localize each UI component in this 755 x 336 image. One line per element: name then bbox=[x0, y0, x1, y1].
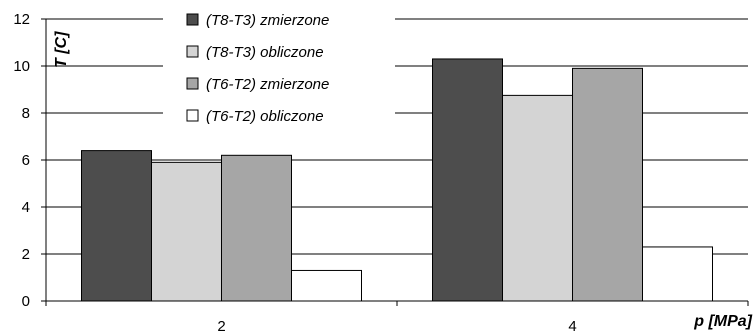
bar-series-0-cat-0 bbox=[81, 150, 152, 302]
axes bbox=[41, 18, 749, 306]
bar-series-3-cat-1 bbox=[642, 246, 713, 302]
bar-series-2-cat-1 bbox=[572, 67, 643, 302]
y-tick-label-2: 4 bbox=[22, 199, 30, 216]
x-axis-title: p [MPa] bbox=[693, 313, 752, 330]
legend-label-3: (T6-T2) obliczone bbox=[206, 108, 324, 125]
legend-label-2: (T6-T2) zmierzone bbox=[206, 76, 329, 93]
legend-swatch-0 bbox=[186, 13, 199, 26]
legend-swatch-3 bbox=[186, 109, 199, 122]
y-tick-label-0: 0 bbox=[22, 293, 30, 310]
y-axis-title: T [C] bbox=[53, 31, 70, 68]
x-tick-label-0: 2 bbox=[217, 318, 225, 335]
y-tick-label-4: 8 bbox=[22, 105, 30, 122]
y-tick-label-3: 6 bbox=[22, 152, 30, 169]
bar-series-3-cat-0 bbox=[291, 269, 362, 302]
legend: (T8-T3) zmierzone (T8-T3) obliczone (T6-T2… bbox=[163, 6, 395, 134]
legend-label-1: (T8-T3) obliczone bbox=[206, 44, 324, 61]
legend-label-0: (T8-T3) zmierzone bbox=[206, 12, 329, 29]
x-tick-label-1: 4 bbox=[568, 318, 576, 335]
y-tick-label-1: 2 bbox=[22, 246, 30, 263]
bar-series-1-cat-0 bbox=[151, 161, 222, 302]
y-tick-labels: 0 2 4 6 8 10 12 bbox=[13, 11, 30, 310]
y-tick-label-6: 12 bbox=[13, 11, 30, 28]
bar-series-0-cat-1 bbox=[432, 58, 503, 302]
legend-background bbox=[163, 6, 395, 134]
bar-series-2-cat-0 bbox=[221, 154, 292, 302]
bars bbox=[81, 58, 713, 302]
y-tick-label-5: 10 bbox=[13, 58, 30, 75]
legend-swatch-1 bbox=[186, 45, 199, 58]
legend-swatch-2 bbox=[186, 77, 199, 90]
bar-series-1-cat-1 bbox=[502, 94, 573, 302]
